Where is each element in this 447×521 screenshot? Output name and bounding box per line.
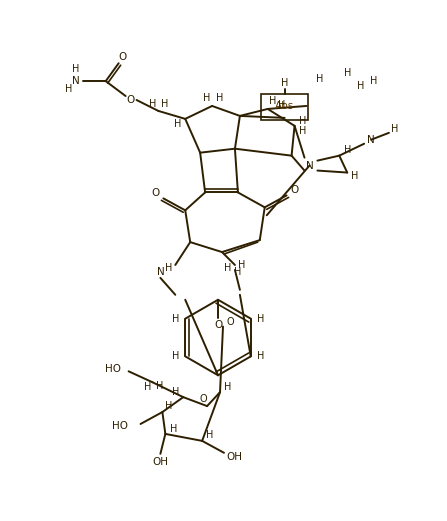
Text: H: H xyxy=(269,96,276,106)
Text: H: H xyxy=(299,126,306,136)
Text: H: H xyxy=(207,430,214,440)
Text: H: H xyxy=(65,84,73,94)
Text: H: H xyxy=(156,381,163,391)
Text: H: H xyxy=(164,263,172,273)
Text: H: H xyxy=(72,64,80,74)
Text: H: H xyxy=(173,119,181,129)
Text: H: H xyxy=(203,93,211,103)
Text: H: H xyxy=(344,68,351,78)
Text: HO: HO xyxy=(105,364,121,374)
Text: H: H xyxy=(216,93,224,103)
Text: O: O xyxy=(118,52,127,63)
Text: O: O xyxy=(214,319,222,330)
Text: Abs: Abs xyxy=(275,101,294,111)
Text: H: H xyxy=(172,351,179,362)
Text: H: H xyxy=(278,100,285,110)
Text: H: H xyxy=(238,260,245,270)
Text: H: H xyxy=(224,263,232,273)
Text: H: H xyxy=(234,267,241,277)
Text: H: H xyxy=(299,116,306,126)
Text: O: O xyxy=(291,185,299,195)
Text: O: O xyxy=(199,394,207,404)
Text: O: O xyxy=(226,317,234,327)
FancyBboxPatch shape xyxy=(261,94,308,120)
Text: H: H xyxy=(169,424,177,434)
Text: H: H xyxy=(257,314,264,324)
Text: H: H xyxy=(281,78,288,88)
Text: N: N xyxy=(367,135,375,145)
Text: OH: OH xyxy=(226,452,242,462)
Text: H: H xyxy=(358,81,365,91)
Text: H: H xyxy=(344,145,351,155)
Text: N: N xyxy=(306,160,313,170)
Text: H: H xyxy=(371,76,378,86)
Text: H: H xyxy=(149,99,156,109)
Text: H: H xyxy=(172,314,179,324)
Text: H: H xyxy=(391,124,399,134)
Text: O: O xyxy=(127,95,135,105)
Text: H: H xyxy=(172,387,179,397)
Text: HO: HO xyxy=(112,421,127,431)
Text: H: H xyxy=(144,382,151,392)
Text: N: N xyxy=(156,267,164,277)
Text: H: H xyxy=(164,401,172,411)
Text: H: H xyxy=(257,351,264,362)
Text: H: H xyxy=(224,382,232,392)
Text: H: H xyxy=(160,99,168,109)
Text: N: N xyxy=(72,76,80,86)
Text: OH: OH xyxy=(152,457,169,467)
Text: O: O xyxy=(151,189,160,199)
Text: H: H xyxy=(351,170,359,181)
Text: H: H xyxy=(316,74,323,84)
